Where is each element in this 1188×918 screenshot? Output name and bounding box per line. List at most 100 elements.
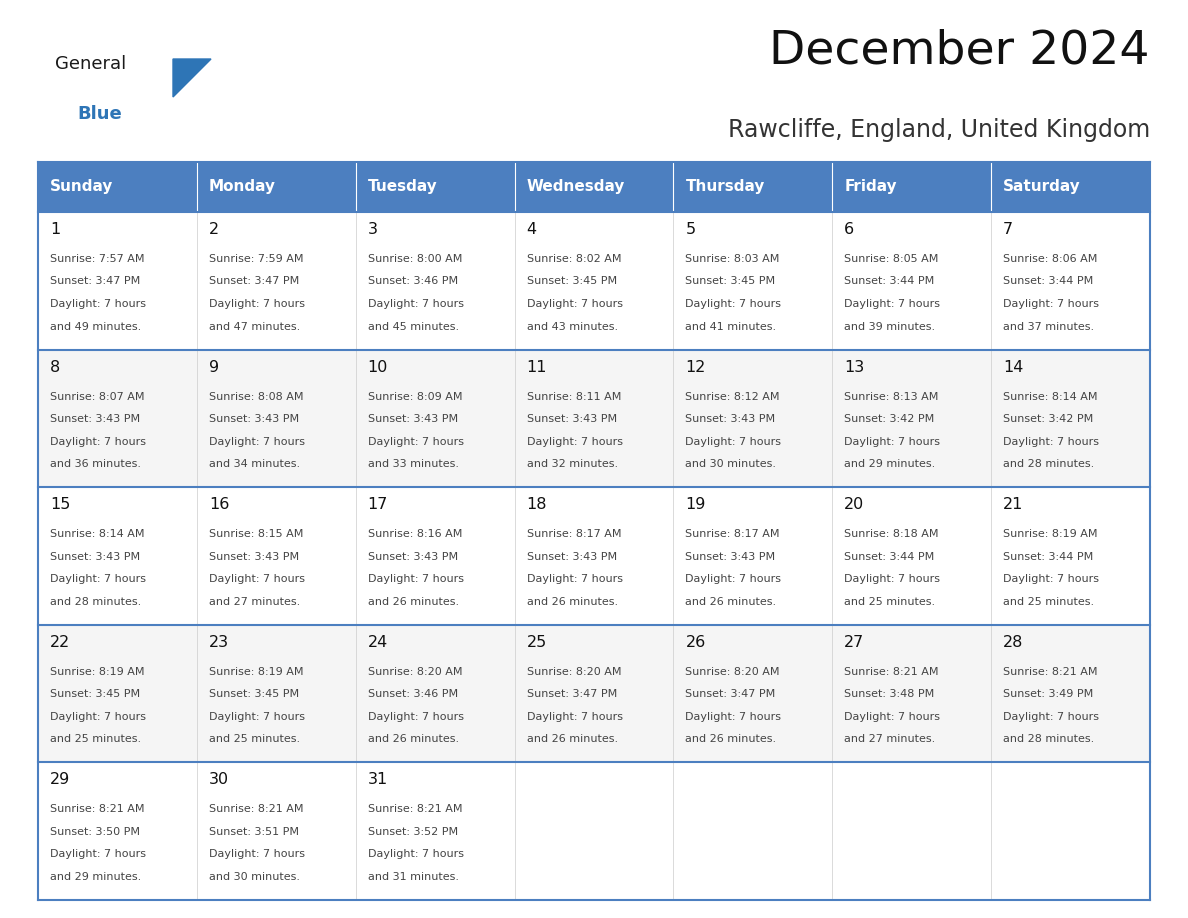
Bar (514, 162, 674, 212)
Text: Sunrise: 8:21 AM: Sunrise: 8:21 AM (50, 804, 145, 814)
Text: and 28 minutes.: and 28 minutes. (1003, 734, 1094, 744)
Text: Sunrise: 8:16 AM: Sunrise: 8:16 AM (368, 529, 462, 539)
Bar (674, 625, 833, 763)
Text: Sunrise: 8:20 AM: Sunrise: 8:20 AM (368, 666, 462, 677)
Text: 11: 11 (526, 360, 546, 375)
Text: Daylight: 7 hours: Daylight: 7 hours (526, 299, 623, 309)
Text: Sunset: 3:51 PM: Sunset: 3:51 PM (209, 827, 299, 837)
Text: 16: 16 (209, 498, 229, 512)
Text: 24: 24 (368, 635, 388, 650)
Text: Sunrise: 8:20 AM: Sunrise: 8:20 AM (685, 666, 781, 677)
Text: Sunset: 3:43 PM: Sunset: 3:43 PM (209, 552, 299, 562)
Text: Sunrise: 8:12 AM: Sunrise: 8:12 AM (685, 392, 781, 401)
Text: Daylight: 7 hours: Daylight: 7 hours (368, 574, 463, 584)
Text: Daylight: 7 hours: Daylight: 7 hours (368, 437, 463, 446)
Text: Sunrise: 8:21 AM: Sunrise: 8:21 AM (209, 804, 303, 814)
Text: Sunset: 3:43 PM: Sunset: 3:43 PM (50, 414, 140, 424)
Text: and 25 minutes.: and 25 minutes. (50, 734, 141, 744)
Text: Sunrise: 8:17 AM: Sunrise: 8:17 AM (526, 529, 621, 539)
Text: Daylight: 7 hours: Daylight: 7 hours (685, 437, 782, 446)
Text: Daylight: 7 hours: Daylight: 7 hours (209, 574, 305, 584)
Text: Sunset: 3:43 PM: Sunset: 3:43 PM (685, 552, 776, 562)
Text: Daylight: 7 hours: Daylight: 7 hours (685, 299, 782, 309)
Text: Daylight: 7 hours: Daylight: 7 hours (685, 574, 782, 584)
Text: and 26 minutes.: and 26 minutes. (368, 597, 459, 607)
Text: Sunset: 3:47 PM: Sunset: 3:47 PM (209, 276, 299, 286)
Text: Sunrise: 8:17 AM: Sunrise: 8:17 AM (685, 529, 781, 539)
Text: Sunrise: 8:14 AM: Sunrise: 8:14 AM (50, 529, 145, 539)
Text: and 32 minutes.: and 32 minutes. (526, 459, 618, 469)
Text: and 26 minutes.: and 26 minutes. (368, 734, 459, 744)
Text: Sunrise: 8:19 AM: Sunrise: 8:19 AM (1003, 529, 1098, 539)
Bar (197, 350, 355, 487)
Text: Sunset: 3:46 PM: Sunset: 3:46 PM (368, 689, 457, 700)
Text: 6: 6 (845, 222, 854, 237)
Text: and 29 minutes.: and 29 minutes. (845, 459, 935, 469)
Text: Sunrise: 8:02 AM: Sunrise: 8:02 AM (526, 254, 621, 264)
Text: and 27 minutes.: and 27 minutes. (845, 734, 935, 744)
Bar (38, 212, 197, 350)
Text: Daylight: 7 hours: Daylight: 7 hours (526, 711, 623, 722)
Bar (197, 487, 355, 625)
Text: and 26 minutes.: and 26 minutes. (685, 597, 777, 607)
Text: and 34 minutes.: and 34 minutes. (209, 459, 301, 469)
Text: Daylight: 7 hours: Daylight: 7 hours (368, 711, 463, 722)
Bar (38, 350, 197, 487)
Text: 28: 28 (1003, 635, 1024, 650)
Bar (674, 487, 833, 625)
Text: General: General (55, 55, 126, 73)
Text: 12: 12 (685, 360, 706, 375)
Bar (355, 487, 514, 625)
Text: 7: 7 (1003, 222, 1013, 237)
Text: and 37 minutes.: and 37 minutes. (1003, 321, 1094, 331)
Text: 19: 19 (685, 498, 706, 512)
Bar (38, 487, 197, 625)
Text: and 47 minutes.: and 47 minutes. (209, 321, 301, 331)
Bar (197, 763, 355, 900)
Text: Daylight: 7 hours: Daylight: 7 hours (50, 711, 146, 722)
Text: Sunset: 3:44 PM: Sunset: 3:44 PM (845, 552, 935, 562)
Text: Sunset: 3:44 PM: Sunset: 3:44 PM (1003, 552, 1093, 562)
Bar (674, 212, 833, 350)
Text: Sunset: 3:44 PM: Sunset: 3:44 PM (845, 276, 935, 286)
Text: Daylight: 7 hours: Daylight: 7 hours (1003, 574, 1099, 584)
Text: 1: 1 (50, 222, 61, 237)
Text: Daylight: 7 hours: Daylight: 7 hours (209, 849, 305, 859)
Text: 4: 4 (526, 222, 537, 237)
Text: and 28 minutes.: and 28 minutes. (50, 597, 141, 607)
Text: December 2024: December 2024 (770, 28, 1150, 73)
Text: Tuesday: Tuesday (368, 180, 437, 195)
Text: Sunset: 3:44 PM: Sunset: 3:44 PM (1003, 276, 1093, 286)
Text: Sunset: 3:50 PM: Sunset: 3:50 PM (50, 827, 140, 837)
Text: 25: 25 (526, 635, 546, 650)
Text: Sunrise: 7:59 AM: Sunrise: 7:59 AM (209, 254, 303, 264)
Bar (514, 350, 674, 487)
Text: Sunset: 3:46 PM: Sunset: 3:46 PM (368, 276, 457, 286)
Text: 14: 14 (1003, 360, 1024, 375)
Text: 30: 30 (209, 772, 229, 788)
Polygon shape (173, 59, 211, 97)
Text: and 26 minutes.: and 26 minutes. (526, 734, 618, 744)
Bar (38, 162, 197, 212)
Text: Sunday: Sunday (50, 180, 113, 195)
Text: Sunrise: 8:21 AM: Sunrise: 8:21 AM (1003, 666, 1098, 677)
Text: Sunrise: 8:18 AM: Sunrise: 8:18 AM (845, 529, 939, 539)
Text: Sunset: 3:45 PM: Sunset: 3:45 PM (50, 689, 140, 700)
Bar (674, 350, 833, 487)
Bar (514, 212, 674, 350)
Text: and 25 minutes.: and 25 minutes. (1003, 597, 1094, 607)
Text: 23: 23 (209, 635, 229, 650)
Text: Sunset: 3:43 PM: Sunset: 3:43 PM (368, 414, 457, 424)
Text: Sunrise: 8:07 AM: Sunrise: 8:07 AM (50, 392, 145, 401)
Text: Blue: Blue (77, 105, 121, 123)
Text: and 45 minutes.: and 45 minutes. (368, 321, 459, 331)
Bar (991, 212, 1150, 350)
Text: Sunset: 3:43 PM: Sunset: 3:43 PM (50, 552, 140, 562)
Bar (197, 625, 355, 763)
Text: 3: 3 (368, 222, 378, 237)
Bar (514, 487, 674, 625)
Bar (833, 625, 991, 763)
Text: Friday: Friday (845, 180, 897, 195)
Text: Saturday: Saturday (1003, 180, 1081, 195)
Text: and 30 minutes.: and 30 minutes. (209, 872, 299, 882)
